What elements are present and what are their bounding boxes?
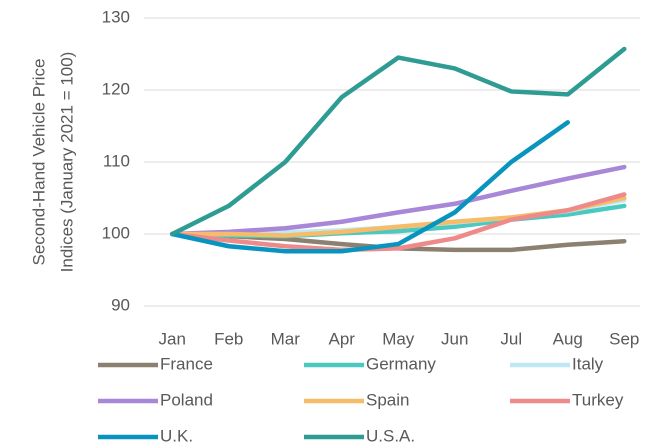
series-line	[170, 192, 627, 253]
x-tick-label: Jul	[500, 329, 522, 348]
legend-label: Germany	[366, 354, 436, 373]
legend-label: Italy	[572, 354, 604, 373]
y-axis-label: Indices (January 2021 = 100)	[57, 52, 76, 273]
legend-label: Poland	[160, 390, 213, 409]
y-tick-label: 110	[103, 151, 130, 170]
x-tick-label: Mar	[271, 329, 301, 348]
x-tick-label: Jan	[159, 329, 186, 348]
x-tick-label: Jun	[441, 329, 468, 348]
y-tick-label: 130	[102, 7, 130, 26]
y-tick-label: 90	[111, 295, 130, 314]
y-axis-label: Second-Hand Vehicle Price	[29, 59, 48, 266]
legend-label: France	[160, 354, 213, 373]
series-line	[170, 46, 627, 237]
x-tick-label: Sep	[609, 329, 639, 348]
legend-label: Turkey	[572, 390, 624, 409]
series-line	[170, 120, 570, 254]
y-tick-label: 120	[102, 79, 130, 98]
legend-label: Spain	[366, 390, 409, 409]
x-tick-label: Apr	[329, 329, 356, 348]
legend-label: U.S.A.	[366, 426, 415, 445]
series-line	[170, 164, 627, 237]
x-tick-label: Feb	[214, 329, 243, 348]
x-tick-label: May	[382, 329, 415, 348]
y-tick-label: 100	[102, 223, 130, 242]
x-tick-label: Aug	[553, 329, 583, 348]
legend-label: U.K.	[160, 426, 193, 445]
